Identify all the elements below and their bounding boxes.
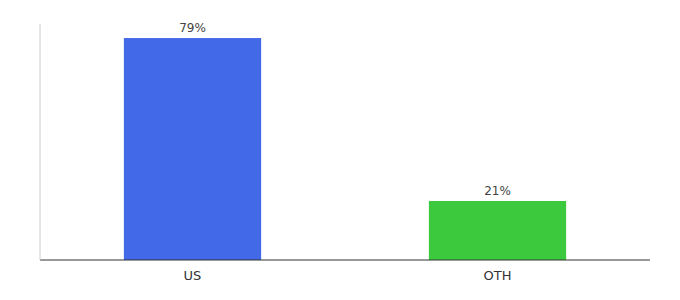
- data-label: 79%: [179, 21, 206, 35]
- bars: [124, 38, 566, 260]
- data-label: 21%: [484, 184, 511, 198]
- chart-svg: US OTH 79% 21%: [0, 0, 680, 300]
- x-tick-label: OTH: [484, 268, 512, 283]
- chart-container: US OTH 79% 21%: [0, 0, 680, 300]
- bar: [429, 201, 566, 260]
- y-axis-line: [40, 24, 41, 260]
- bar: [124, 38, 261, 260]
- x-axis-line: [40, 260, 650, 261]
- x-tick-label: US: [184, 268, 202, 283]
